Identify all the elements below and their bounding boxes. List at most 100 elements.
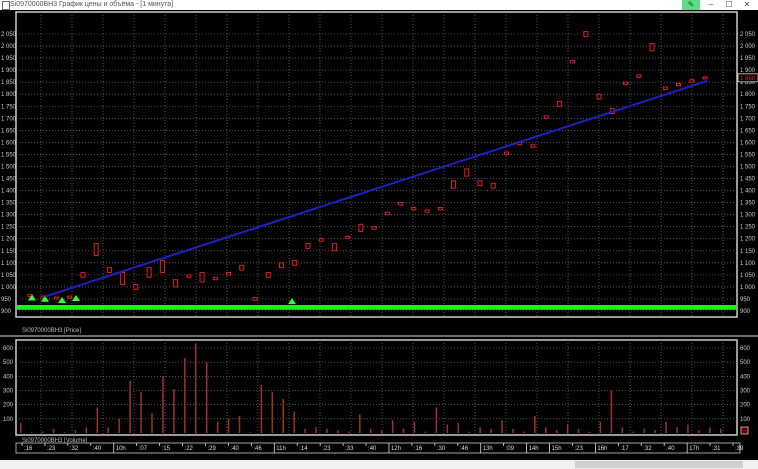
price-candle xyxy=(318,238,324,242)
price-tick-label-left: 1 400 xyxy=(1,189,17,195)
price-candle xyxy=(411,206,417,211)
price-candle xyxy=(186,274,192,278)
volume-bar xyxy=(129,380,131,433)
price-tick-label-left: 1 350 xyxy=(1,201,17,207)
time-tick-label: :31 xyxy=(712,446,721,452)
price-tick-label-left: 1 300 xyxy=(1,213,17,219)
time-tick-label: :30 xyxy=(437,446,446,452)
price-candle xyxy=(80,271,86,278)
volume-bar xyxy=(555,430,558,433)
minimize-button[interactable]: – xyxy=(708,0,714,9)
buy-signal-marker xyxy=(28,294,36,301)
price-candle xyxy=(424,209,430,213)
volume-bar xyxy=(238,416,241,433)
volume-tick-label-right: 300 xyxy=(740,389,751,395)
time-tick-label: :16 xyxy=(24,446,33,452)
price-candle xyxy=(106,267,112,273)
volume-bar xyxy=(107,427,109,433)
volume-tick-label-right: 200 xyxy=(740,403,751,409)
price-candle xyxy=(212,276,218,281)
buy-signal-marker xyxy=(41,295,49,302)
price-tick-label-right: 1 350 xyxy=(740,201,756,207)
volume-bar xyxy=(698,430,700,433)
price-tick-label-right: 1 550 xyxy=(740,152,756,158)
volume-bar xyxy=(52,428,55,433)
volume-panel-frame xyxy=(15,339,738,436)
app-icon xyxy=(2,1,10,10)
time-tick-label: :32 xyxy=(643,446,652,452)
price-tick-label-left: 900 xyxy=(1,309,12,315)
price-candle xyxy=(623,81,629,86)
volume-bar xyxy=(118,418,120,433)
price-candle xyxy=(384,211,390,216)
chart-area[interactable]: 2 050 2 050 2 000 2 000 1 950 1 950 1 900 1 900… xyxy=(0,10,758,460)
volume-bar xyxy=(140,391,142,433)
price-candle xyxy=(503,151,509,155)
price-tick-label-right: 1 750 xyxy=(740,104,756,110)
price-candle xyxy=(226,271,232,276)
price-candle xyxy=(358,223,364,233)
price-candle xyxy=(67,295,73,299)
price-candle xyxy=(371,226,377,230)
close-button[interactable]: ✕ xyxy=(743,0,751,9)
price-tick-label-left: 1 700 xyxy=(1,116,17,122)
horizontal-scrollbar[interactable] xyxy=(0,460,758,469)
volume-bar xyxy=(205,362,208,433)
volume-bar xyxy=(282,399,284,433)
volume-tick-label-left: 300 xyxy=(3,389,14,395)
volume-legend: Si0970000BH3 [Volume] xyxy=(22,438,88,444)
title-bar: Si0970000BH3 График цены и объёма - [1 м… xyxy=(0,0,758,10)
price-candle xyxy=(702,76,708,80)
time-axis-frame xyxy=(15,442,741,454)
volume-bar xyxy=(577,428,580,433)
maximize-button[interactable]: ☐ xyxy=(725,0,733,9)
volume-tick-label-right: 600 xyxy=(740,346,751,352)
price-tick-label-right: 950 xyxy=(740,297,751,303)
volume-tick-label-left: 200 xyxy=(3,403,14,409)
volume-bar xyxy=(490,428,492,433)
price-candle xyxy=(556,100,562,107)
volume-bar xyxy=(337,430,339,433)
price-tick-label-left: 1 250 xyxy=(1,225,17,231)
volume-bar xyxy=(260,384,263,433)
price-tick-label-right: 1 050 xyxy=(740,273,756,279)
volume-bar xyxy=(643,428,645,433)
pin-icon[interactable]: ✎ xyxy=(682,0,700,10)
time-tick-label: :14 xyxy=(299,446,308,452)
price-tick-label-left: 1 000 xyxy=(1,285,17,291)
volume-bar xyxy=(20,423,22,433)
volume-bar xyxy=(479,427,481,433)
volume-bar xyxy=(709,427,711,433)
volume-bar xyxy=(424,431,427,433)
price-candle xyxy=(345,235,351,240)
volume-tick-label-left: 400 xyxy=(3,374,14,380)
volume-bar xyxy=(227,418,230,433)
volume-bar xyxy=(512,428,514,433)
price-tick-label-right: 1 700 xyxy=(740,116,756,122)
time-tick-label: :46 xyxy=(460,446,469,452)
volume-bar xyxy=(63,432,66,433)
volume-bar xyxy=(435,407,438,433)
price-tick-label-left: 1 150 xyxy=(1,249,17,255)
time-tick-label: 13h xyxy=(483,446,493,452)
time-tick-label: :40 xyxy=(230,446,239,452)
price-tick-label-right: 1 100 xyxy=(740,261,756,267)
price-candle xyxy=(252,297,258,301)
price-tick-label-right: 1 650 xyxy=(740,128,756,134)
volume-bar xyxy=(391,420,394,433)
price-tick-label-left: 1 750 xyxy=(1,104,17,110)
time-tick-label: 15h xyxy=(552,446,562,452)
volume-bar xyxy=(304,428,306,433)
volume-bar xyxy=(195,343,197,433)
price-candle xyxy=(543,115,549,119)
price-tick-label-left: 1 550 xyxy=(1,152,17,158)
scrollbar-thumb[interactable] xyxy=(575,461,743,468)
price-tick-label-right: 1 600 xyxy=(740,140,756,146)
buy-signal-marker xyxy=(288,298,296,305)
volume-bar xyxy=(523,431,525,433)
volume-bar xyxy=(162,376,164,433)
price-volume-chart[interactable]: 2 050 2 050 2 000 2 000 1 950 1 950 1 900 1 900… xyxy=(0,10,758,460)
price-tick-label-right: 1 150 xyxy=(740,249,756,255)
price-candle xyxy=(292,259,298,266)
volume-bar xyxy=(30,432,33,433)
